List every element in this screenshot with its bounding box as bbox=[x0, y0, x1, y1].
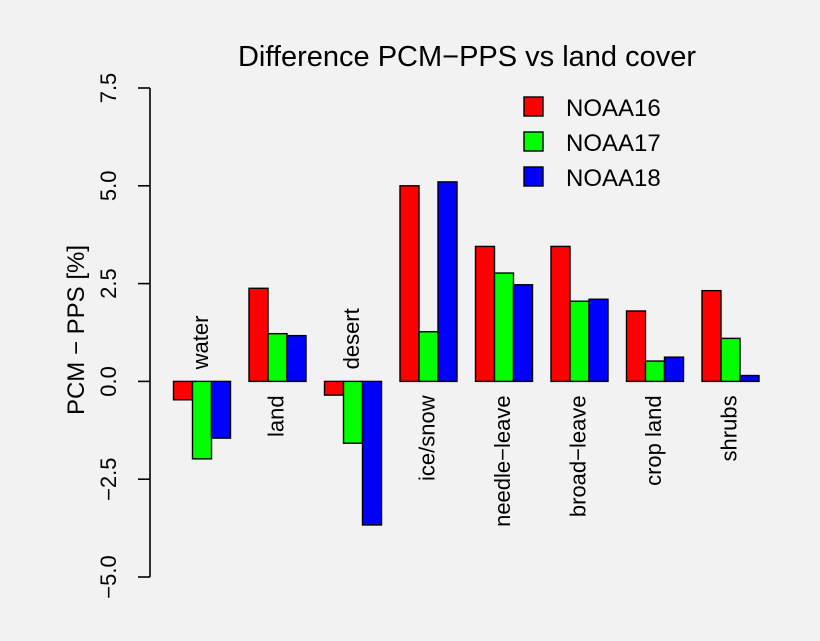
legend-swatch-noaa17 bbox=[523, 131, 544, 152]
y-tick-label: −2.5 bbox=[96, 457, 121, 500]
bar-noaa18 bbox=[286, 334, 307, 383]
y-axis-label: PCM − PPS [%] bbox=[63, 245, 90, 415]
legend-swatch-noaa18 bbox=[523, 166, 544, 187]
y-axis: −5.0 −2.5 0.0 2.5 5.0 7.5 bbox=[96, 73, 151, 599]
bar-noaa17 bbox=[644, 360, 666, 383]
category-label: shrubs bbox=[717, 395, 742, 461]
category-label: desert bbox=[339, 308, 364, 369]
category-labels: water land desert ice/snow needle−leave broad… bbox=[188, 308, 742, 527]
bar-noaa18 bbox=[361, 380, 383, 526]
legend-label: NOAA18 bbox=[566, 165, 661, 192]
bar-noaa16 bbox=[323, 380, 345, 396]
legend-label: NOAA16 bbox=[566, 95, 661, 122]
bar-noaa18 bbox=[663, 356, 685, 383]
bar-noaa17 bbox=[342, 380, 364, 444]
bar-noaa18 bbox=[588, 298, 609, 383]
chart-title: Difference PCM−PPS vs land cover bbox=[238, 41, 696, 73]
y-tick-label: 5.0 bbox=[96, 171, 121, 202]
category-label: water bbox=[188, 316, 213, 371]
bar-noaa17 bbox=[569, 300, 590, 383]
category-label: broad−leave bbox=[566, 395, 591, 517]
bar-noaa17 bbox=[418, 331, 439, 383]
bar-noaa17 bbox=[493, 272, 515, 383]
category-label: crop land bbox=[641, 395, 666, 486]
y-tick-label: 2.5 bbox=[96, 268, 121, 299]
y-tick-label: 7.5 bbox=[96, 73, 121, 104]
legend-swatch-noaa16 bbox=[523, 96, 544, 117]
bar-noaa16 bbox=[625, 310, 647, 383]
bar-noaa18 bbox=[210, 380, 232, 439]
bar-noaa17 bbox=[191, 380, 213, 460]
bar-noaa17 bbox=[267, 332, 288, 383]
bar-noaa16 bbox=[474, 245, 496, 383]
category-label: land bbox=[264, 395, 289, 437]
bar-noaa16 bbox=[399, 185, 420, 383]
bar-noaa17 bbox=[720, 337, 741, 383]
bar-noaa18 bbox=[739, 374, 760, 383]
bar-noaa16 bbox=[248, 287, 269, 383]
category-label: ice/snow bbox=[415, 395, 440, 481]
bar-noaa16 bbox=[172, 380, 194, 401]
category-label: needle−leave bbox=[490, 395, 515, 527]
legend: NOAA16 NOAA17 NOAA18 bbox=[523, 95, 661, 192]
bar-noaa16 bbox=[550, 245, 571, 383]
bar-noaa16 bbox=[701, 289, 722, 383]
legend-label: NOAA17 bbox=[566, 130, 661, 157]
bar-noaa18 bbox=[437, 181, 458, 383]
y-tick-label: −5.0 bbox=[96, 555, 121, 598]
y-tick-label: 0.0 bbox=[96, 366, 121, 397]
bars bbox=[172, 181, 760, 526]
bar-noaa18 bbox=[512, 284, 534, 383]
